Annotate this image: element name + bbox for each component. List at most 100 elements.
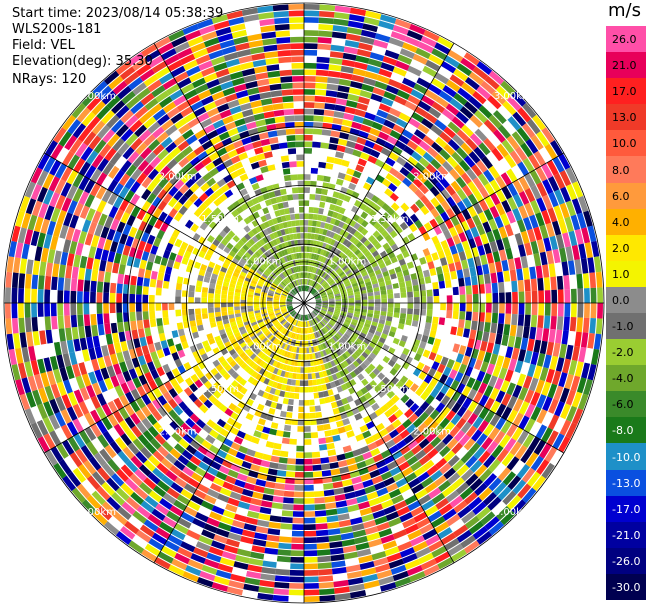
velocity-gate <box>130 101 145 115</box>
velocity-gate <box>333 157 343 165</box>
velocity-gate <box>214 293 221 299</box>
velocity-gate <box>293 491 304 498</box>
velocity-gate <box>315 268 320 275</box>
velocity-gate <box>93 139 107 154</box>
velocity-gate <box>417 422 428 433</box>
velocity-gate <box>317 344 323 351</box>
velocity-gate <box>355 303 361 306</box>
velocity-gate <box>366 243 374 251</box>
velocity-gate <box>157 551 174 564</box>
velocity-gate <box>239 258 247 265</box>
velocity-gate <box>374 408 384 417</box>
velocity-gate <box>179 184 190 195</box>
velocity-gate <box>396 253 404 261</box>
velocity-gate <box>280 306 287 310</box>
velocity-gate <box>203 72 218 83</box>
velocity-gate <box>466 303 473 312</box>
velocity-gate <box>309 187 317 194</box>
velocity-gate <box>180 83 195 95</box>
velocity-gate <box>399 547 415 558</box>
velocity-gate <box>270 255 277 262</box>
velocity-gate <box>147 390 157 402</box>
velocity-gate <box>209 429 220 439</box>
velocity-gate <box>227 127 239 137</box>
velocity-gate <box>298 200 304 207</box>
velocity-gate <box>216 103 230 113</box>
velocity-gate <box>370 149 381 159</box>
velocity-gate <box>340 159 350 168</box>
velocity-gate <box>292 82 304 89</box>
velocity-gate <box>209 167 220 177</box>
velocity-gate <box>502 356 511 370</box>
velocity-gate <box>250 100 263 109</box>
velocity-gate <box>130 425 143 438</box>
velocity-gate <box>357 439 368 448</box>
velocity-gate <box>206 466 219 477</box>
velocity-gate <box>109 303 116 314</box>
velocity-gate <box>282 221 288 229</box>
velocity-gate <box>223 159 234 168</box>
velocity-gate <box>297 320 301 327</box>
velocity-gate <box>327 224 334 231</box>
velocity-gate <box>281 308 287 312</box>
velocity-gate <box>517 483 532 499</box>
velocity-gate <box>421 118 434 130</box>
velocity-gate <box>277 423 285 431</box>
velocity-gate <box>331 211 339 219</box>
velocity-gate <box>190 223 199 233</box>
velocity-gate <box>380 193 390 203</box>
velocity-gate <box>471 348 480 359</box>
velocity-gate <box>32 200 43 217</box>
velocity-gate <box>177 517 192 529</box>
velocity-gate <box>262 172 271 180</box>
velocity-gate <box>193 208 203 218</box>
velocity-gate <box>220 515 234 526</box>
velocity-gate <box>286 298 293 301</box>
velocity-gate <box>211 582 229 592</box>
velocity-gate <box>218 131 230 141</box>
velocity-gate <box>213 20 230 31</box>
velocity-gate <box>131 266 139 277</box>
velocity-gate <box>325 436 334 444</box>
velocity-gate <box>293 207 300 213</box>
velocity-gate <box>40 372 50 388</box>
velocity-gate <box>224 234 232 242</box>
velocity-gate <box>179 263 187 272</box>
velocity-gate <box>174 384 184 395</box>
velocity-gate <box>278 316 284 322</box>
velocity-gate <box>250 497 263 506</box>
velocity-gate <box>25 273 32 289</box>
velocity-gate <box>536 131 550 147</box>
velocity-gate <box>21 346 30 363</box>
velocity-gate <box>414 219 424 229</box>
velocity-gate <box>259 360 266 368</box>
velocity-gate <box>319 279 325 285</box>
velocity-gate <box>201 156 212 167</box>
velocity-gate <box>223 422 233 432</box>
velocity-gate <box>320 221 326 229</box>
velocity-gate <box>174 41 190 54</box>
velocity-gate <box>278 56 292 64</box>
velocity-gate <box>311 226 316 233</box>
velocity-gate <box>85 384 96 398</box>
velocity-gate <box>270 284 277 289</box>
velocity-gate <box>142 286 149 295</box>
velocity-gate <box>426 129 439 142</box>
velocity-gate <box>443 349 452 359</box>
velocity-gate <box>318 269 323 276</box>
velocity-gate <box>242 418 252 427</box>
velocity-gate <box>198 394 208 404</box>
velocity-gate <box>279 188 287 196</box>
velocity-gate <box>146 402 157 414</box>
velocity-gate <box>289 309 295 314</box>
velocity-gate <box>244 347 252 355</box>
velocity-gate <box>86 441 99 456</box>
velocity-gate <box>326 156 335 164</box>
velocity-gate <box>194 291 201 298</box>
velocity-gate <box>284 371 290 378</box>
velocity-gate <box>163 181 174 193</box>
velocity-gate <box>282 280 288 286</box>
velocity-gate <box>135 397 146 409</box>
velocity-gate <box>91 269 99 282</box>
velocity-gate <box>174 552 190 565</box>
